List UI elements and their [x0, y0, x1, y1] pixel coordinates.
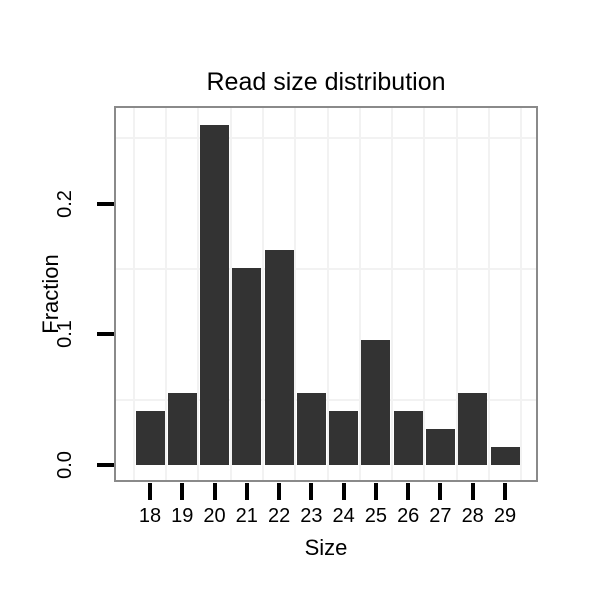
x-tick-label-23: 23: [300, 505, 323, 527]
gridline-vertical: [520, 108, 523, 480]
bar-23: [296, 393, 326, 465]
x-tick-19: [180, 483, 185, 500]
gridline-vertical: [487, 108, 490, 480]
x-tick-label-21: 21: [235, 505, 258, 527]
bar-21: [232, 268, 262, 465]
x-tick-18: [148, 483, 152, 500]
gridline-horizontal: [116, 398, 536, 401]
bar-25: [361, 339, 391, 465]
x-tick-label-29: 29: [493, 505, 517, 527]
gridline-horizontal: [116, 267, 536, 270]
bar-28: [458, 393, 488, 465]
x-tick-21: [244, 483, 249, 500]
x-tick-label-27: 27: [429, 505, 452, 527]
bar-19: [167, 393, 197, 465]
y-tick-0.0: [97, 463, 114, 467]
x-tick-28: [470, 483, 475, 500]
bar-26: [393, 411, 423, 465]
x-tick-label-20: 20: [203, 505, 226, 527]
bar-27: [425, 429, 455, 465]
chart-title: Read size distribution: [206, 68, 446, 96]
x-tick-label-22: 22: [267, 505, 291, 527]
x-tick-label-18: 18: [138, 505, 162, 527]
gridline-vertical: [326, 108, 329, 480]
bar-29: [490, 447, 520, 465]
x-tick-23: [309, 483, 314, 500]
x-tick-label-24: 24: [332, 505, 355, 527]
x-tick-22: [277, 483, 282, 500]
plot-panel: [114, 106, 538, 482]
x-tick-29: [503, 483, 507, 500]
y-tick-label-0.2: 0.2: [54, 189, 76, 218]
x-tick-label-25: 25: [364, 505, 388, 527]
x-tick-26: [406, 483, 411, 500]
bar-24: [329, 411, 359, 465]
gridline-horizontal: [116, 137, 536, 140]
bar-18: [135, 411, 165, 465]
gridline-vertical: [455, 108, 458, 480]
x-tick-label-26: 26: [397, 505, 420, 527]
x-axis-title: Size: [304, 535, 348, 560]
gridline-vertical: [358, 108, 361, 480]
y-tick-0.1: [97, 332, 114, 337]
y-tick-0.2: [97, 201, 114, 206]
gridline-vertical: [197, 108, 200, 480]
gridline-vertical: [294, 108, 297, 480]
x-tick-label-28: 28: [461, 505, 484, 527]
x-tick-20: [212, 483, 217, 500]
gridline-vertical: [132, 108, 135, 480]
x-tick-label-19: 19: [171, 505, 194, 527]
gridline-vertical: [423, 108, 426, 480]
gridline-vertical: [165, 108, 168, 480]
gridline-vertical: [229, 108, 232, 480]
y-axis-title: Fraction: [38, 254, 63, 334]
x-tick-25: [373, 483, 378, 500]
y-tick-label-0.0: 0.0: [54, 451, 76, 479]
gridline-vertical: [261, 108, 264, 480]
bar-20: [200, 124, 229, 465]
gridline-vertical: [391, 108, 393, 480]
bar-22: [264, 250, 294, 465]
x-tick-27: [438, 483, 443, 500]
x-tick-24: [341, 483, 346, 500]
